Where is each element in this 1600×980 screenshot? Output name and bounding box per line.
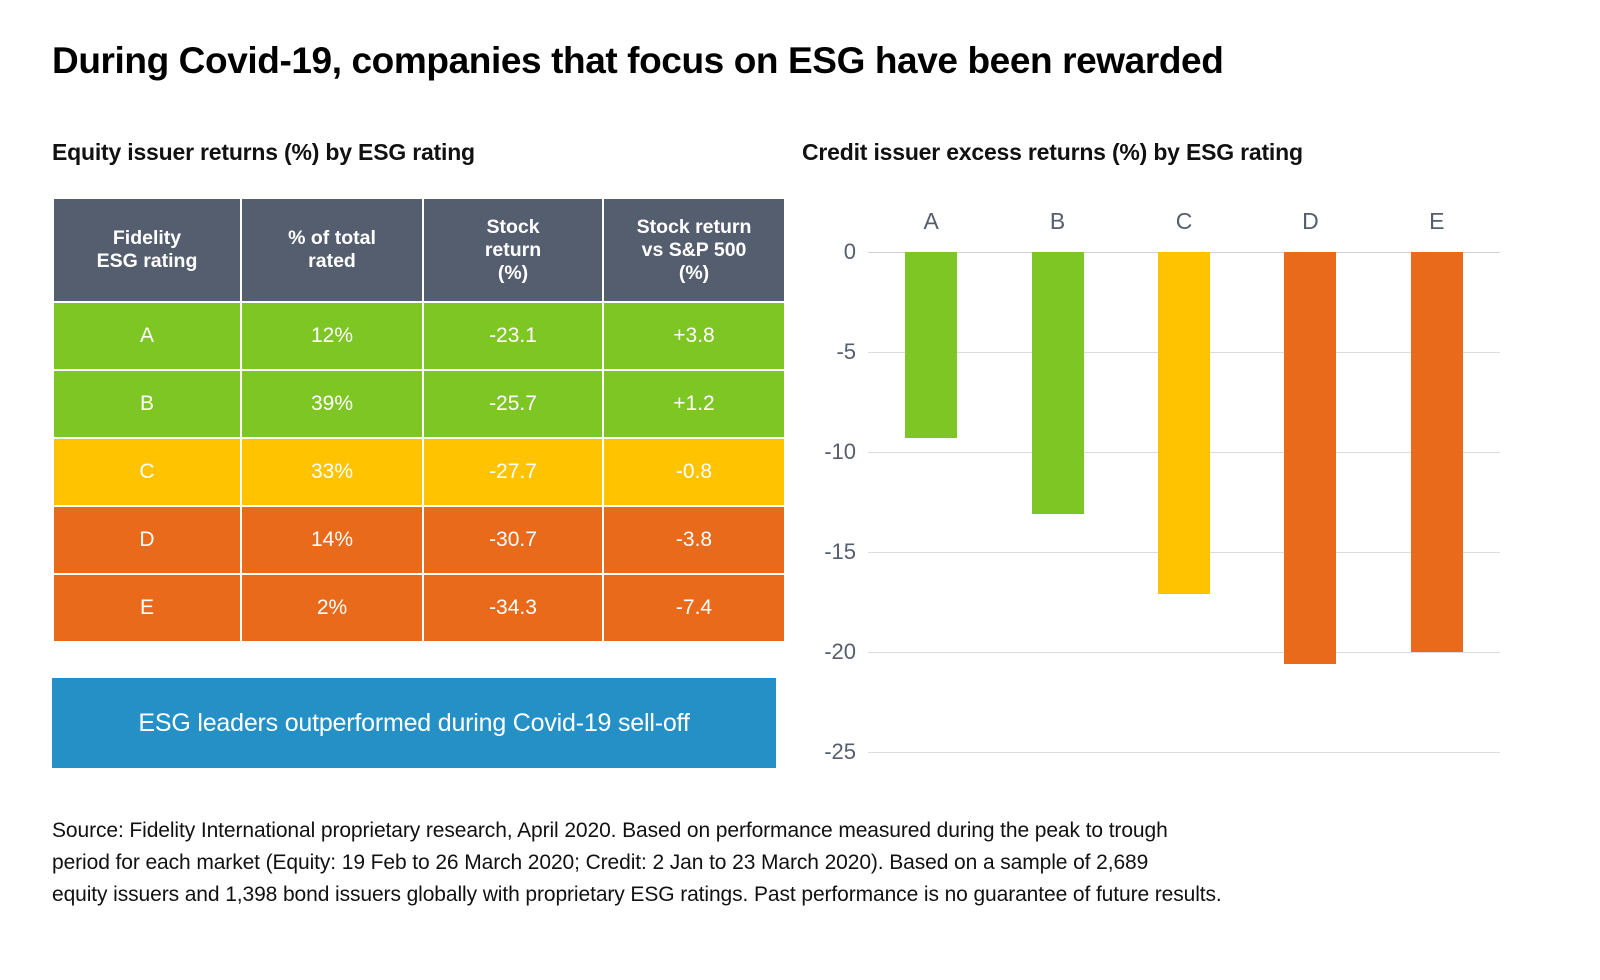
cell-pct-of-total-rated: 2% [242,575,422,641]
source-line: equity issuers and 1,398 bond issuers gl… [52,882,1222,906]
category-label-a: A [923,208,939,234]
table-row: A 12% -23.1 +3.8 [54,303,784,369]
bar-a [905,252,958,438]
cell-rating: E [54,575,240,641]
chart-plot-area: 0 -5 -10 -15 -20 -25 A B C D E [824,208,1500,764]
equity-panel-subtitle: Equity issuer returns (%) by ESG rating [52,139,475,165]
bar-b [1031,252,1084,514]
table-row: E 2% -34.3 -7.4 [54,575,784,641]
source-line: Source: Fidelity International proprieta… [52,819,1168,842]
y-axis-tick-label: 0 [843,239,856,264]
bar-e [1410,252,1463,652]
category-label-d: D [1302,208,1319,234]
y-axis-tick-label: -10 [824,439,856,464]
cell-stock-return-vs-sp500: -0.8 [604,439,784,505]
header-line: ESG rating [96,250,198,272]
cell-stock-return: -30.7 [424,507,602,573]
cell-stock-return-vs-sp500: -3.8 [604,507,784,573]
column-header-fidelity-esg-rating: Fidelity ESG rating [54,199,240,301]
category-label-b: B [1049,208,1066,234]
header-line: rated [308,250,356,272]
table-row: C 33% -27.7 -0.8 [54,439,784,505]
bar-d [1284,252,1337,664]
table-header-row: Fidelity ESG rating % of total rated Sto… [54,199,784,301]
header-line: % of total [288,227,376,249]
cell-stock-return: -23.1 [424,303,602,369]
table-row: D 14% -30.7 -3.8 [54,507,784,573]
column-header-pct-of-total-rated: % of total rated [242,199,422,301]
column-header-stock-return: Stock return (%) [424,199,602,301]
table-row: B 39% -25.7 +1.2 [54,371,784,437]
header-line: Stock return [636,215,752,238]
cell-rating: A [54,303,240,369]
header-line: (%) [678,261,710,284]
y-axis-tick-label: -25 [824,739,856,764]
header-line: (%) [497,261,529,284]
cell-pct-of-total-rated: 12% [242,303,422,369]
header-line: Stock [486,215,540,238]
cell-rating: D [54,507,240,573]
category-label-c: C [1175,208,1193,234]
y-axis-tick-label: -20 [824,639,856,664]
source-note: Source: Fidelity International proprieta… [52,815,1532,911]
page-title: During Covid-19, companies that focus on… [52,40,1224,81]
cell-stock-return-vs-sp500: -7.4 [604,575,784,641]
credit-panel-subtitle: Credit issuer excess returns (%) by ESG … [802,139,1303,165]
callout-text: ESG leaders outperformed during Covid-19… [138,708,690,737]
header-line: Fidelity [112,227,182,249]
header-line: return [484,238,542,261]
y-axis-tick-label: -5 [836,339,856,364]
cell-stock-return: -34.3 [424,575,602,641]
cell-pct-of-total-rated: 33% [242,439,422,505]
bar-c [1158,252,1210,594]
category-label-e: E [1429,208,1445,234]
credit-excess-returns-bar-chart: 0 -5 -10 -15 -20 -25 A B C D E [800,197,1516,777]
cell-pct-of-total-rated: 39% [242,371,422,437]
header-line: vs S&P 500 [641,238,747,261]
cell-stock-return-vs-sp500: +1.2 [604,371,784,437]
cell-rating: C [54,439,240,505]
cell-rating: B [54,371,240,437]
esg-rating-table: Fidelity ESG rating % of total rated Sto… [52,197,786,643]
gridline [868,652,1500,653]
column-header-stock-return-vs-sp500: Stock return vs S&P 500 (%) [604,199,784,301]
gridline [868,752,1500,753]
esg-leaders-callout-banner: ESG leaders outperformed during Covid-19… [52,678,776,768]
cell-pct-of-total-rated: 14% [242,507,422,573]
y-axis-tick-label: -15 [824,539,856,564]
cell-stock-return: -27.7 [424,439,602,505]
source-line: period for each market (Equity: 19 Feb t… [52,850,1149,874]
cell-stock-return-vs-sp500: +3.8 [604,303,784,369]
cell-stock-return: -25.7 [424,371,602,437]
